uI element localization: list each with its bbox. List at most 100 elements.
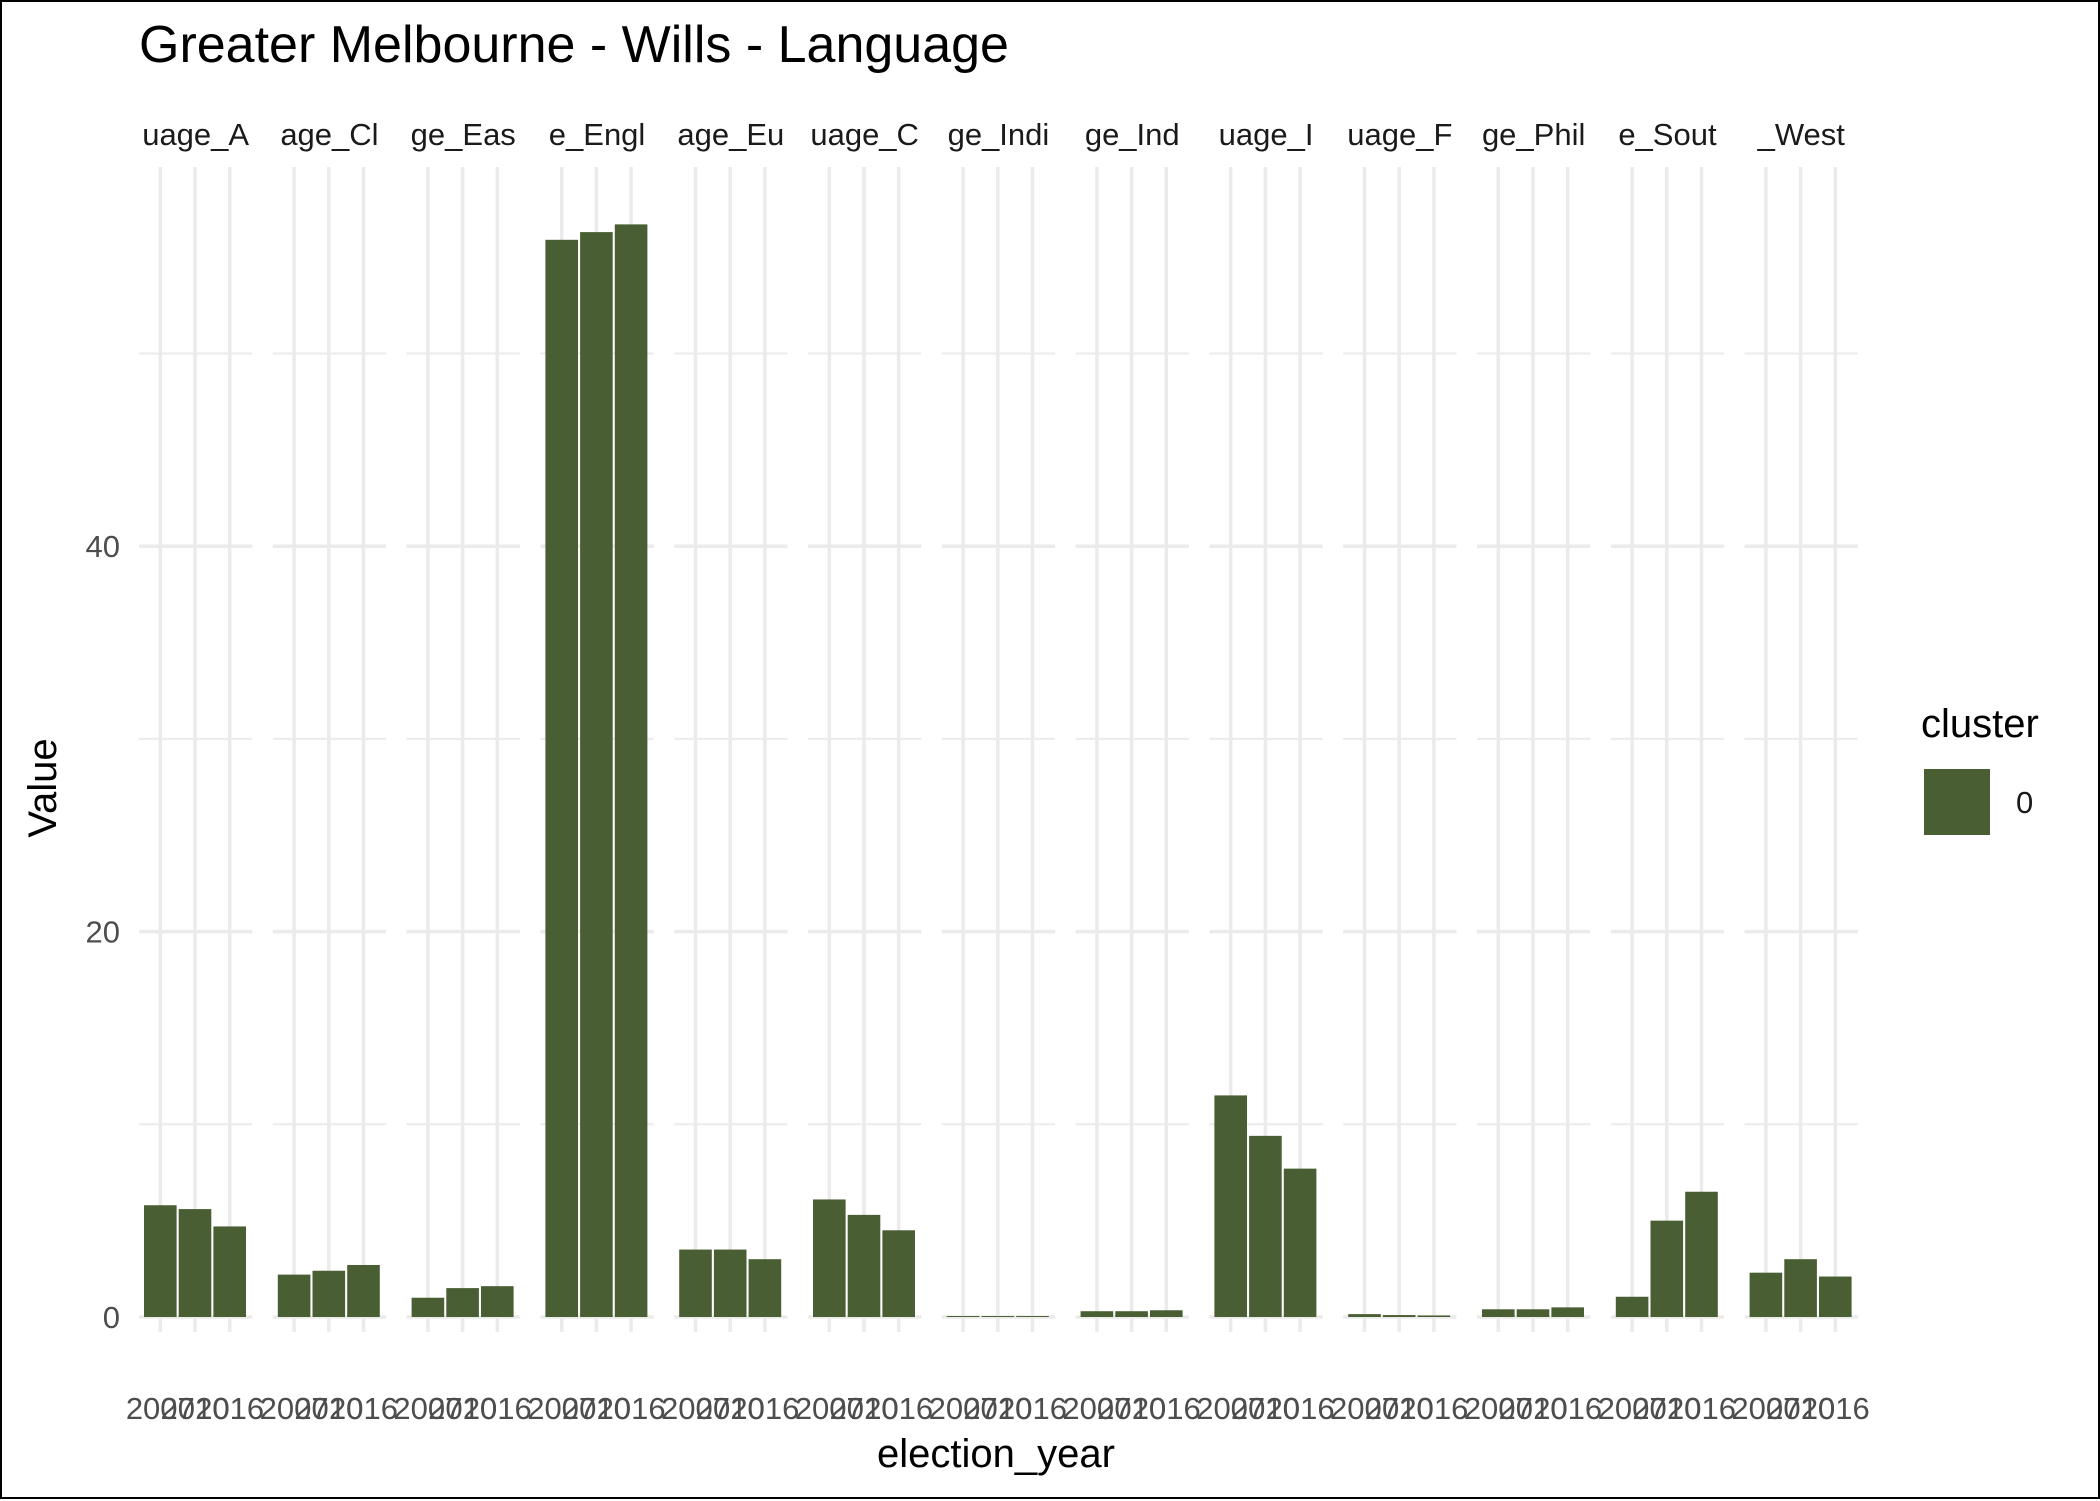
bar-e_Engl-2007 (545, 239, 578, 1317)
facet-strip-label: uage_C (810, 117, 919, 152)
facet-strip-label: ge_Ind (1085, 117, 1180, 152)
bar-ge_Phil-2007 (1482, 1309, 1515, 1317)
x-tick-label: 2007 (527, 1391, 596, 1426)
x-tick-label: 2016 (1132, 1391, 1201, 1426)
y-tick-label: 40 (86, 529, 120, 564)
x-tick-label: 2007 (661, 1391, 730, 1426)
facet-strip-label: ge_Indi (948, 117, 1050, 152)
bar-ge_Eas-2007 (411, 1297, 445, 1317)
bar-_West-2016 (1819, 1276, 1852, 1317)
bar-e_Sout-2007 (1615, 1296, 1649, 1317)
x-tick-label: 2010 (1365, 1391, 1434, 1426)
bar-uage_A-2007 (144, 1205, 177, 1317)
bar-e_Engl-2016 (614, 224, 648, 1318)
facet-strip-label: uage_I (1219, 117, 1314, 152)
x-tick-label: 2016 (864, 1391, 933, 1426)
bar-uage_A-2010 (178, 1209, 212, 1317)
bar-uage_F-2007 (1348, 1314, 1381, 1317)
facet-strip-label: ge_Phil (1482, 117, 1585, 152)
bar-_West-2007 (1749, 1272, 1783, 1317)
x-tick-label: 2016 (1399, 1391, 1468, 1426)
bar-uage_C-2016 (882, 1230, 915, 1317)
bar-ge_Indi-2007 (946, 1316, 980, 1317)
facet-strip-label: uage_F (1347, 117, 1452, 152)
bar-e_Sout-2016 (1685, 1191, 1718, 1317)
bar-ge_Indi-2010 (981, 1316, 1015, 1317)
bar-uage_C-2010 (847, 1214, 881, 1317)
facet-strip-label: age_Cl (280, 117, 378, 152)
x-tick-label: 2007 (1062, 1391, 1131, 1426)
x-tick-label: 2010 (963, 1391, 1032, 1426)
x-tick-label: 2010 (1632, 1391, 1701, 1426)
x-tick-label: 2007 (1196, 1391, 1265, 1426)
x-tick-label: 2010 (161, 1391, 230, 1426)
x-tick-label: 2007 (795, 1391, 864, 1426)
x-tick-label: 2016 (1801, 1391, 1870, 1426)
bar-uage_I-2016 (1283, 1168, 1317, 1317)
bar-ge_Eas-2016 (481, 1286, 514, 1317)
chart-title: Greater Melbourne - Wills - Language (139, 16, 1009, 74)
x-tick-label: 2016 (195, 1391, 264, 1426)
bar-e_Sout-2010 (1650, 1220, 1684, 1317)
x-tick-label: 2016 (463, 1391, 532, 1426)
y-tick-label: 20 (86, 915, 120, 950)
y-tick-label: 0 (103, 1300, 120, 1335)
facet-panels: uage_A200720102016age_Cl200720102016ge_E… (126, 117, 1870, 1426)
x-tick-label: 2010 (1097, 1391, 1166, 1426)
legend-title: cluster (1921, 702, 2039, 746)
bar-_West-2010 (1784, 1259, 1817, 1317)
facet-strip-label: age_Eu (677, 117, 784, 152)
bar-age_Cl-2007 (277, 1274, 311, 1317)
x-tick-label: 2016 (597, 1391, 666, 1426)
facet-strip-label: _West (1757, 117, 1846, 152)
x-axis-title: election_year (877, 1432, 1115, 1476)
bar-uage_I-2007 (1214, 1095, 1247, 1317)
x-tick-label: 2016 (329, 1391, 398, 1426)
facet-strip-label: e_Sout (1618, 117, 1717, 152)
bar-ge_Ind-2016 (1150, 1310, 1183, 1317)
bar-uage_I-2010 (1249, 1135, 1282, 1317)
x-tick-label: 2007 (929, 1391, 998, 1426)
x-tick-label: 2007 (1731, 1391, 1800, 1426)
x-tick-label: 2010 (1231, 1391, 1300, 1426)
x-tick-label: 2007 (1330, 1391, 1399, 1426)
bar-age_Cl-2016 (347, 1264, 380, 1317)
x-tick-label: 2010 (830, 1391, 899, 1426)
x-tick-label: 2016 (998, 1391, 1067, 1426)
x-tick-label: 2010 (1766, 1391, 1835, 1426)
bar-ge_Ind-2007 (1080, 1311, 1114, 1317)
bar-age_Eu-2007 (679, 1249, 712, 1317)
x-tick-label: 2016 (1533, 1391, 1602, 1426)
bar-ge_Eas-2010 (446, 1288, 479, 1317)
legend-key-0 (1924, 769, 1990, 835)
x-tick-label: 2007 (260, 1391, 329, 1426)
bar-ge_Phil-2010 (1516, 1309, 1550, 1317)
legend: cluster 0 (1921, 702, 2039, 835)
x-tick-label: 2007 (126, 1391, 195, 1426)
x-tick-label: 2010 (696, 1391, 765, 1426)
facet-strip-label: ge_Eas (411, 117, 516, 152)
facet-strip-label: e_Engl (549, 117, 646, 152)
bar-uage_F-2016 (1417, 1315, 1451, 1317)
bar-ge_Phil-2016 (1551, 1307, 1584, 1317)
bar-uage_C-2007 (813, 1199, 846, 1317)
x-tick-label: 2007 (1598, 1391, 1667, 1426)
x-tick-label: 2016 (730, 1391, 799, 1426)
x-tick-label: 2016 (1667, 1391, 1736, 1426)
y-axis-title: Value (21, 738, 65, 837)
bar-e_Engl-2010 (580, 232, 613, 1317)
x-tick-label: 2010 (562, 1391, 631, 1426)
bar-age_Eu-2010 (713, 1249, 747, 1317)
x-tick-label: 2016 (1266, 1391, 1335, 1426)
bar-uage_A-2016 (213, 1226, 246, 1317)
